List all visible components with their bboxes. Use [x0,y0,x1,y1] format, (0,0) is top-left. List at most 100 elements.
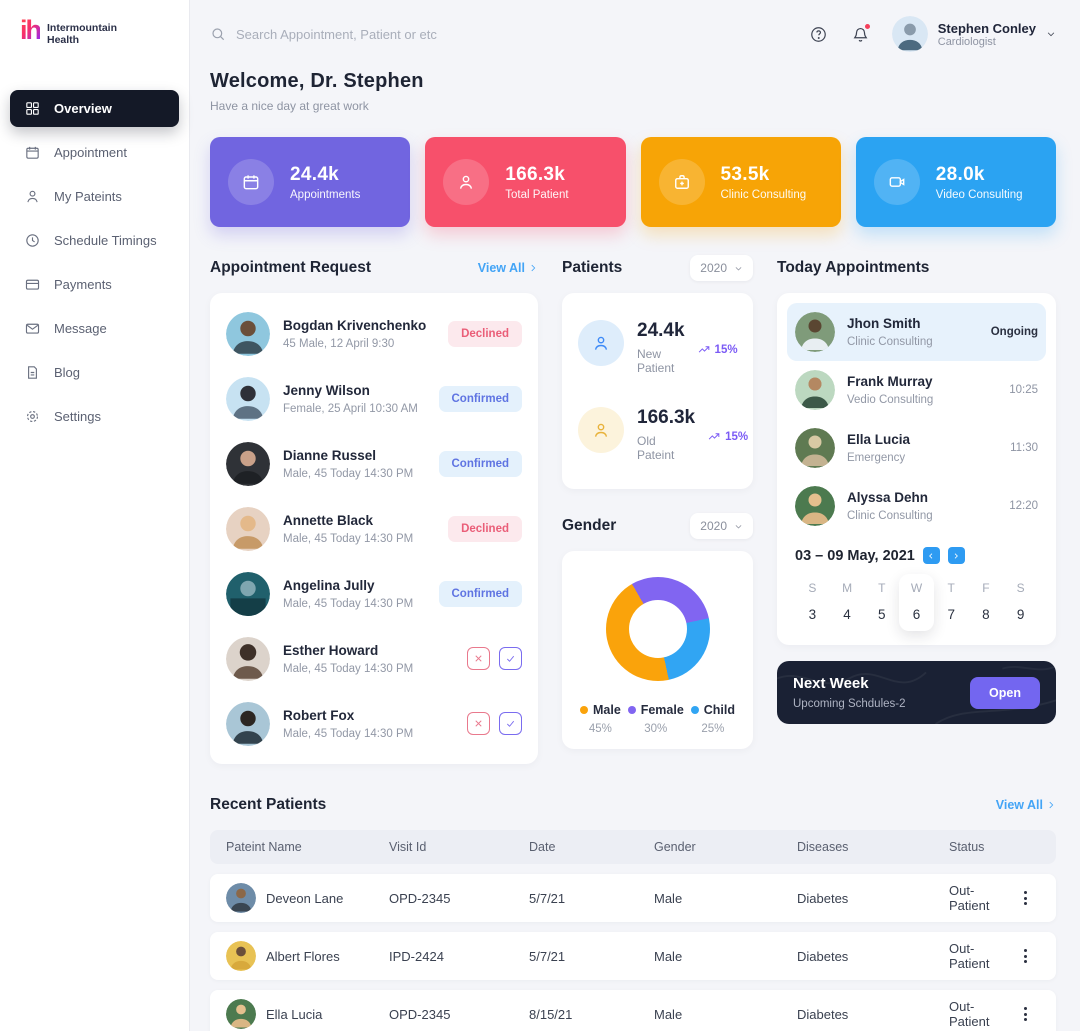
appointment-request-item: Angelina Jully Male, 45 Today 14:30 PM C… [226,561,522,626]
confirm-button[interactable] [499,712,522,735]
sidebar-item-appointment[interactable]: Appointment [10,134,179,171]
stat-value: 28.0k [935,163,985,185]
view-all-link[interactable]: View All [996,798,1056,812]
sidebar-item-payments[interactable]: Payments [10,266,179,303]
sidebar-item-label: Schedule Timings [54,233,157,248]
sidebar-item-blog[interactable]: Blog [10,354,179,391]
patient-name: Esther Howard [283,642,379,658]
patient-status: Out-Patient [949,999,990,1029]
sidebar-item-schedule-timings[interactable]: Schedule Timings [10,222,179,259]
sidebar-item-overview[interactable]: Overview [10,90,179,127]
profile-text: Stephen Conley Cardiologist [938,21,1036,48]
column-header: Visit Id [389,840,427,854]
view-all-link[interactable]: View All [478,261,538,275]
patient-name: Robert Fox [283,707,355,723]
patient-name: Alyssa Dehn [847,490,929,505]
patient-status: Out-Patient [949,883,990,913]
open-button[interactable]: Open [970,676,1040,709]
table-row: Albert Flores IPD-2424 5/7/21 Male Diabe… [210,932,1056,980]
search-input[interactable] [236,26,556,42]
stat-label: Appointments [290,188,361,201]
sidebar-item-label: Appointment [54,145,127,160]
legend-dot-female [627,706,636,714]
visit-id: OPD-2345 [389,1006,451,1022]
confirm-button[interactable] [499,647,522,670]
search [210,26,808,42]
patient-meta: Male, 45 Today 14:30 PM [283,532,414,545]
profile-menu[interactable]: Stephen Conley Cardiologist [891,16,1056,52]
sidebar-item-my-patients[interactable]: My Pateints [10,178,179,215]
row-menu-button[interactable] [1012,945,1038,967]
today-appointment-item[interactable]: Frank Murray Vedio Consulting 10:25 [787,361,1046,419]
appointment-time: Ongoing [990,326,1038,338]
chevron-right-icon [531,264,536,272]
patient-avatar [226,376,270,421]
sidebar-item-label: Blog [54,365,81,380]
section-title: Today Appointments [777,259,930,276]
today-appointment-item[interactable]: Ella Lucia Emergency 11:30 [787,419,1046,477]
appointment-request-card: Bogdan Krivenchenko 45 Male, 12 April 9:… [210,293,538,764]
topbar: Stephen Conley Cardiologist [210,14,1056,54]
notifications-button[interactable] [850,23,872,45]
stat-card-clinic-consulting[interactable]: 53.5k Clinic Consulting [640,137,841,227]
appointment-time: 11:30 [1010,442,1038,454]
next-week-card: Next Week Upcoming Schdules-2 Open [777,661,1056,724]
week-next-button[interactable] [947,547,965,564]
today-appointments-section: Today Appointments Jhon Smith Clinic Con… [777,253,1056,764]
decline-button[interactable] [467,712,490,735]
week-prev-button[interactable] [922,547,940,564]
patient-meta: Female, 25 April 10:30 AM [283,402,418,415]
legend-item: Female 30% [627,703,684,735]
today-appointment-item[interactable]: Jhon Smith Clinic Consulting Ongoing [787,303,1046,361]
patient-avatar [226,999,256,1029]
patient-meta: Male, 45 Today 14:30 PM [283,727,414,740]
brand: ih Intermountain Health [0,14,189,47]
sidebar-item-message[interactable]: Message [10,310,179,347]
today-appointments-card: Jhon Smith Clinic Consulting Ongoing Fra… [777,293,1056,645]
stat-card-appointments[interactable]: 24.4k Appointments [210,137,411,227]
row-menu-button[interactable] [1012,887,1038,909]
chevron-down-icon [1047,32,1055,37]
status-badge: Confirmed [438,580,522,607]
stat-cards: 24.4k Appointments 166.3k Total Patient … [210,137,1056,227]
video-icon [873,159,920,205]
section-title: Appointment Request [210,259,372,276]
new-patient-icon [578,320,624,366]
year-dropdown[interactable]: 2020 [690,513,753,539]
help-button[interactable] [808,23,830,45]
profile-name: Stephen Conley [937,20,1036,36]
stat-card-total-patient[interactable]: 166.3k Total Patient [425,137,626,227]
calendar-icon [228,159,274,205]
status-badge: Declined [448,320,522,347]
legend-dot-child [690,706,699,714]
gender: Male [654,948,683,964]
patient-meta: Male, 45 Today 14:30 PM [283,597,414,610]
sidebar-item-settings[interactable]: Settings [10,398,179,435]
today-appointment-item[interactable]: Alyssa Dehn Clinic Consulting 12:20 [787,477,1046,535]
decline-button[interactable] [467,647,490,670]
patient-avatar [795,428,835,468]
appointment-type: Vedio Consulting [847,394,934,406]
stat-card-video-consulting[interactable]: 28.0k Video Consulting [855,137,1056,227]
old-patient-icon [578,407,624,453]
row-menu-button[interactable] [1012,1003,1038,1025]
disease: Diabetes [797,890,849,906]
year-dropdown[interactable]: 2020 [690,255,753,281]
patient-name: Dianne Russel [283,447,377,463]
stat-label: Video Consulting [935,188,1023,201]
column-header: Status [949,840,985,854]
chevron-left-icon [929,552,933,559]
trend-up: 15% [708,407,748,462]
chevron-down-icon [735,266,742,271]
appointment-type: Clinic Consulting [847,510,933,522]
credit-card-icon [25,279,40,290]
